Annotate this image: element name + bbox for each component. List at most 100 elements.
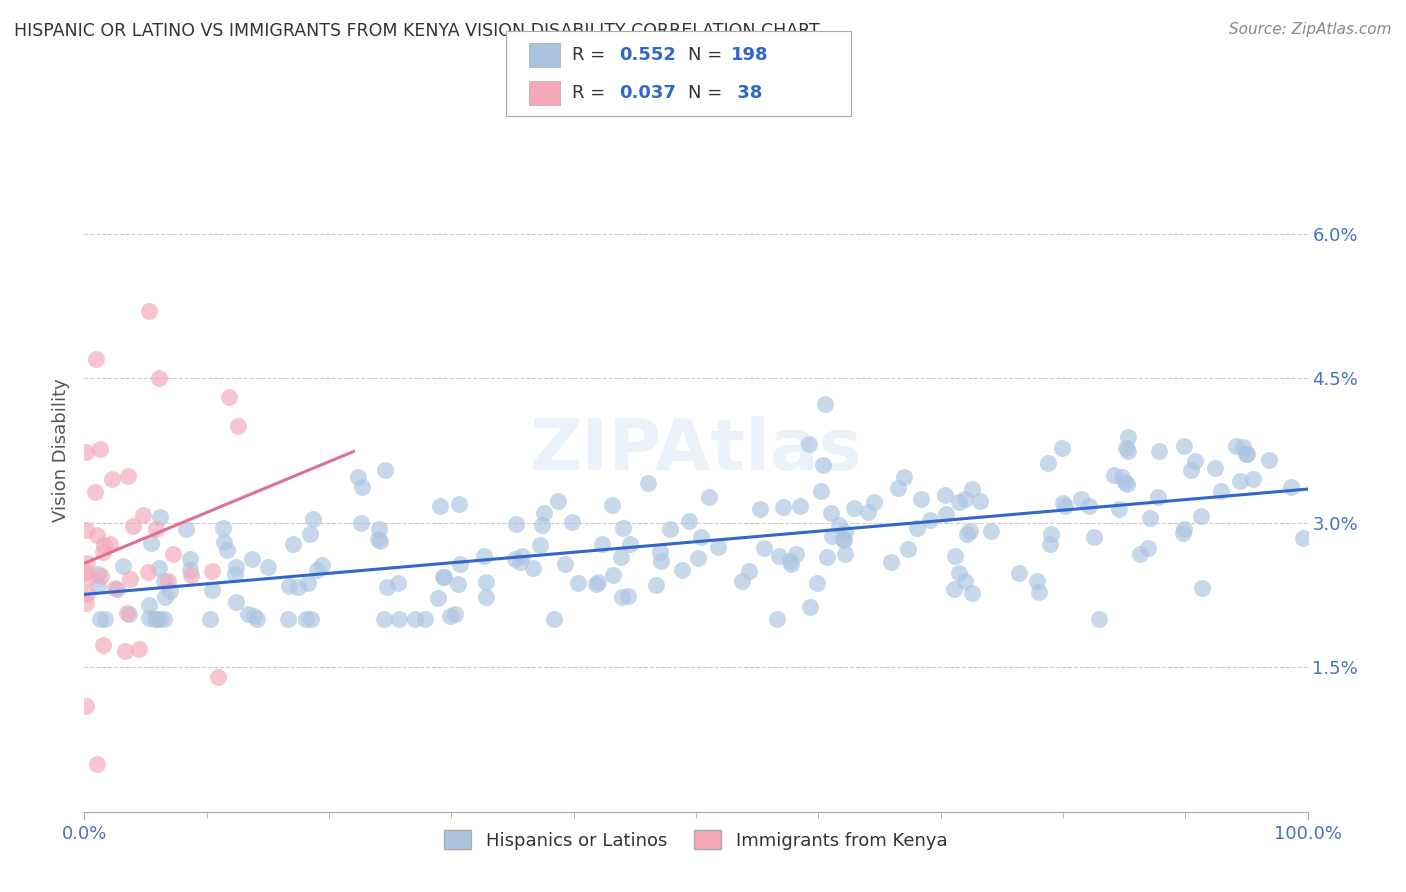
Point: [225, 595, 247, 609]
Point: [1173, 522, 1195, 536]
Point: [637, 475, 659, 490]
Point: [766, 612, 789, 626]
Point: [799, 599, 821, 614]
Point: [238, 607, 260, 622]
Point: [75, 444, 97, 458]
Point: [547, 493, 569, 508]
Point: [543, 612, 565, 626]
Point: [1114, 475, 1136, 490]
Point: [1180, 463, 1202, 477]
Point: [934, 488, 956, 502]
Point: [415, 612, 437, 626]
Point: [277, 612, 299, 626]
Point: [533, 506, 555, 520]
Point: [101, 472, 124, 486]
Point: [153, 574, 176, 589]
Point: [834, 524, 856, 539]
Point: [832, 532, 855, 546]
Point: [1116, 477, 1139, 491]
Point: [707, 540, 730, 554]
Point: [690, 531, 713, 545]
Point: [447, 577, 470, 591]
Point: [960, 585, 983, 599]
Point: [375, 580, 398, 594]
Point: [832, 533, 855, 548]
Point: [433, 570, 456, 584]
Point: [820, 506, 842, 520]
Point: [1292, 532, 1315, 546]
Point: [117, 468, 139, 483]
Point: [554, 557, 576, 571]
Point: [388, 612, 411, 626]
Point: [299, 526, 322, 541]
Point: [89, 442, 111, 456]
Point: [943, 582, 966, 596]
Point: [84, 351, 107, 366]
Point: [75, 523, 97, 537]
Point: [200, 612, 222, 626]
Point: [281, 537, 304, 551]
Point: [89, 612, 111, 626]
Point: [128, 642, 150, 657]
Point: [295, 612, 318, 626]
Point: [153, 612, 176, 626]
Point: [752, 541, 775, 555]
Point: [561, 515, 583, 529]
Point: [600, 498, 623, 512]
Point: [174, 522, 197, 536]
Point: [1008, 566, 1031, 580]
Point: [1147, 443, 1170, 458]
Point: [374, 463, 396, 477]
Point: [567, 576, 589, 591]
Point: [305, 563, 328, 577]
Point: [256, 559, 278, 574]
Point: [650, 554, 672, 568]
Point: [960, 482, 983, 496]
Point: [180, 567, 202, 582]
Point: [1111, 470, 1133, 484]
Point: [1232, 440, 1254, 454]
Point: [207, 670, 229, 684]
Point: [156, 574, 179, 588]
Point: [76, 587, 98, 601]
Point: [75, 565, 97, 579]
Point: [301, 511, 323, 525]
Point: [98, 536, 121, 550]
Point: [138, 611, 160, 625]
Point: [105, 582, 128, 596]
Text: 198: 198: [731, 45, 769, 63]
Point: [122, 519, 145, 533]
Point: [162, 547, 184, 561]
Point: [1036, 456, 1059, 470]
Point: [240, 551, 263, 566]
Text: R =: R =: [572, 45, 612, 63]
Point: [138, 599, 160, 613]
Point: [697, 491, 720, 505]
Point: [814, 397, 837, 411]
Text: 0.552: 0.552: [619, 45, 675, 63]
Point: [136, 565, 159, 579]
Point: [246, 612, 269, 626]
Point: [132, 508, 155, 522]
Point: [779, 554, 801, 568]
Point: [827, 518, 849, 533]
Point: [610, 550, 633, 565]
Point: [648, 545, 671, 559]
Point: [228, 419, 250, 434]
Point: [1279, 480, 1302, 494]
Point: [404, 612, 426, 626]
Point: [602, 567, 624, 582]
Point: [148, 560, 170, 574]
Point: [880, 555, 903, 569]
Point: [738, 564, 761, 578]
Text: R =: R =: [572, 84, 612, 102]
Point: [1146, 490, 1168, 504]
Point: [1053, 500, 1076, 514]
Point: [858, 505, 880, 519]
Point: [842, 501, 865, 516]
Point: [811, 458, 834, 472]
Point: [530, 518, 553, 533]
Point: [522, 561, 544, 575]
Point: [789, 499, 811, 513]
Point: [1083, 530, 1105, 544]
